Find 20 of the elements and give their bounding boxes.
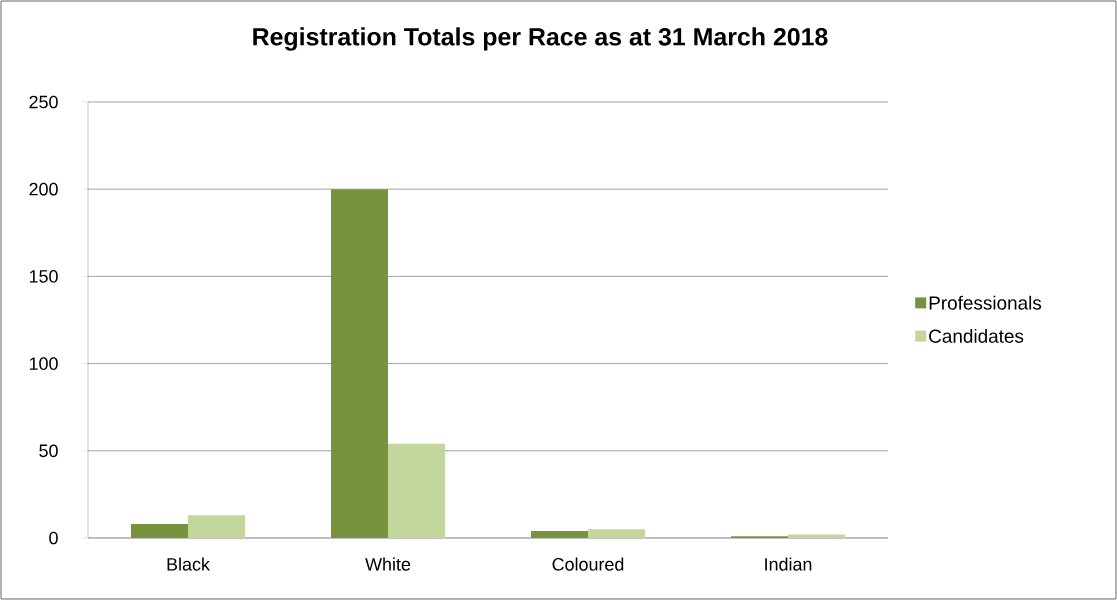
x-tick-label: White <box>365 557 411 571</box>
x-tick-label: Black <box>167 557 210 571</box>
bar <box>388 443 446 538</box>
bar <box>588 529 646 538</box>
y-tick-label: 100 <box>29 357 58 370</box>
y-tick-label: 150 <box>29 270 58 283</box>
legend-label: Candidates <box>929 328 1024 343</box>
y-tick-label: 0 <box>49 531 58 545</box>
bar <box>331 189 389 538</box>
chart-title: Registration Totals per Race as at 31 March 2018 <box>253 27 828 51</box>
bar <box>188 515 246 538</box>
y-tick-label: 50 <box>39 444 58 458</box>
bar <box>131 524 189 538</box>
y-tick-label: 250 <box>29 95 58 109</box>
legend-label: Professionals <box>929 295 1042 310</box>
bar <box>531 531 589 538</box>
x-tick-label: Coloured <box>552 557 624 571</box>
x-tick-label: Indian <box>765 557 812 571</box>
y-tick-label: 200 <box>29 182 58 196</box>
bar <box>788 534 846 538</box>
